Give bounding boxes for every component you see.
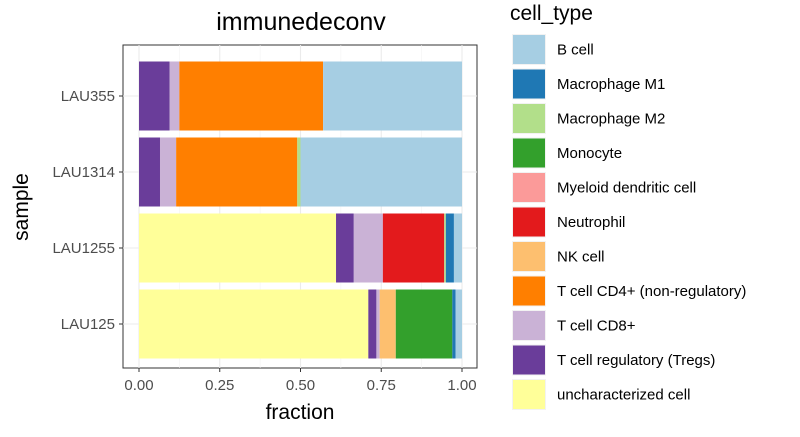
bar-segment-LAU1255-8 xyxy=(444,213,446,283)
legend-swatch-3 xyxy=(513,138,545,168)
x-tick-label-1: 0.25 xyxy=(205,377,234,394)
bars-group xyxy=(139,61,462,359)
legend: cell_type B cell Macrophage M1 Macrophage … xyxy=(510,2,746,410)
bar-segment-LAU355-1 xyxy=(139,61,170,131)
bar-segment-LAU1314-3 xyxy=(176,137,298,207)
bar-segment-LAU1314-10 xyxy=(300,137,462,207)
bar-segment-LAU125-10 xyxy=(455,289,462,359)
legend-item-2: Macrophage M2 xyxy=(512,103,665,134)
legend-swatch-1 xyxy=(513,69,545,99)
legend-swatch-8 xyxy=(513,311,545,340)
legend-swatch-4 xyxy=(513,173,545,202)
legend-item-10: uncharacterized cell xyxy=(512,379,690,410)
legend-label-10: uncharacterized cell xyxy=(557,387,690,404)
legend-item-6: NK cell xyxy=(512,241,605,272)
bar-row-LAU355 xyxy=(139,61,462,131)
bar-segment-LAU125-9 xyxy=(452,289,456,359)
legend-label-5: Neutrophil xyxy=(557,214,625,231)
legend-item-1: Macrophage M1 xyxy=(512,68,665,100)
bar-segment-LAU125-4 xyxy=(379,289,396,359)
y-tick-label-2: LAU1255 xyxy=(52,240,115,257)
legend-label-8: T cell CD8+ xyxy=(557,318,636,335)
bar-segment-LAU1255-10 xyxy=(453,213,462,283)
bar-row-LAU125 xyxy=(139,289,462,359)
legend-title: cell_type xyxy=(510,2,593,25)
x-axis: 0.00 0.25 0.50 0.75 1.00 xyxy=(124,368,477,394)
legend-swatch-9 xyxy=(513,345,545,375)
bar-segment-LAU1255-1 xyxy=(336,213,354,283)
bar-segment-LAU125-0 xyxy=(139,289,369,359)
legend-label-4: Myeloid dendritic cell xyxy=(557,180,696,197)
x-tick-label-2: 0.50 xyxy=(286,377,315,394)
bar-segment-LAU355-3 xyxy=(179,61,324,131)
bar-segment-LAU1255-9 xyxy=(445,213,454,283)
legend-swatch-7 xyxy=(513,276,545,306)
legend-swatch-0 xyxy=(513,35,545,64)
legend-label-0: B cell xyxy=(557,42,594,59)
y-tick-label-1: LAU1314 xyxy=(52,164,115,181)
bar-segment-LAU355-2 xyxy=(169,61,180,131)
y-axis: LAU355 LAU1314 LAU1255 LAU125 xyxy=(52,88,123,333)
legend-swatch-6 xyxy=(513,242,545,271)
x-tick-label-3: 0.75 xyxy=(367,377,396,394)
x-axis-title: fraction xyxy=(266,401,335,424)
bar-segment-LAU355-10 xyxy=(323,61,462,131)
bar-segment-LAU1314-2 xyxy=(159,137,177,207)
legend-items: B cell Macrophage M1 Macrophage M2 Monocyte… xyxy=(512,34,746,410)
bar-segment-LAU1255-5 xyxy=(382,213,445,283)
legend-swatch-5 xyxy=(513,207,545,237)
y-axis-title: sample xyxy=(10,173,33,241)
bar-segment-LAU1255-0 xyxy=(139,213,337,283)
legend-item-4: Myeloid dendritic cell xyxy=(512,172,696,203)
legend-item-9: T cell regulatory (Tregs) xyxy=(512,344,715,376)
bar-segment-LAU1314-8 xyxy=(297,137,301,207)
y-tick-label-0: LAU355 xyxy=(61,88,115,105)
bar-segment-LAU1255-2 xyxy=(353,213,383,283)
legend-item-7: T cell CD4+ (non-regulatory) xyxy=(512,275,746,307)
y-tick-label-3: LAU125 xyxy=(61,316,115,333)
bar-row-LAU1255 xyxy=(139,213,462,283)
legend-label-2: Macrophage M2 xyxy=(557,111,665,128)
x-tick-label-4: 1.00 xyxy=(447,377,476,394)
chart-title: immunedeconv xyxy=(216,8,386,36)
bar-row-LAU1314 xyxy=(139,137,462,207)
legend-label-7: T cell CD4+ (non-regulatory) xyxy=(557,283,746,300)
bar-segment-LAU125-7 xyxy=(395,289,453,359)
x-tick-label-0: 0.00 xyxy=(124,377,153,394)
legend-swatch-10 xyxy=(513,380,545,409)
bar-segment-LAU125-2 xyxy=(376,289,380,359)
legend-label-6: NK cell xyxy=(557,249,605,266)
legend-swatch-2 xyxy=(513,104,545,133)
bar-segment-LAU125-1 xyxy=(368,289,377,359)
legend-item-3: Monocyte xyxy=(512,137,622,169)
legend-item-5: Neutrophil xyxy=(512,206,625,238)
legend-label-1: Macrophage M1 xyxy=(557,76,665,93)
legend-item-8: T cell CD8+ xyxy=(512,310,636,341)
legend-item-0: B cell xyxy=(512,34,594,65)
legend-label-9: T cell regulatory (Tregs) xyxy=(557,352,715,369)
legend-label-3: Monocyte xyxy=(557,145,622,162)
bar-segment-LAU1314-1 xyxy=(139,137,160,207)
